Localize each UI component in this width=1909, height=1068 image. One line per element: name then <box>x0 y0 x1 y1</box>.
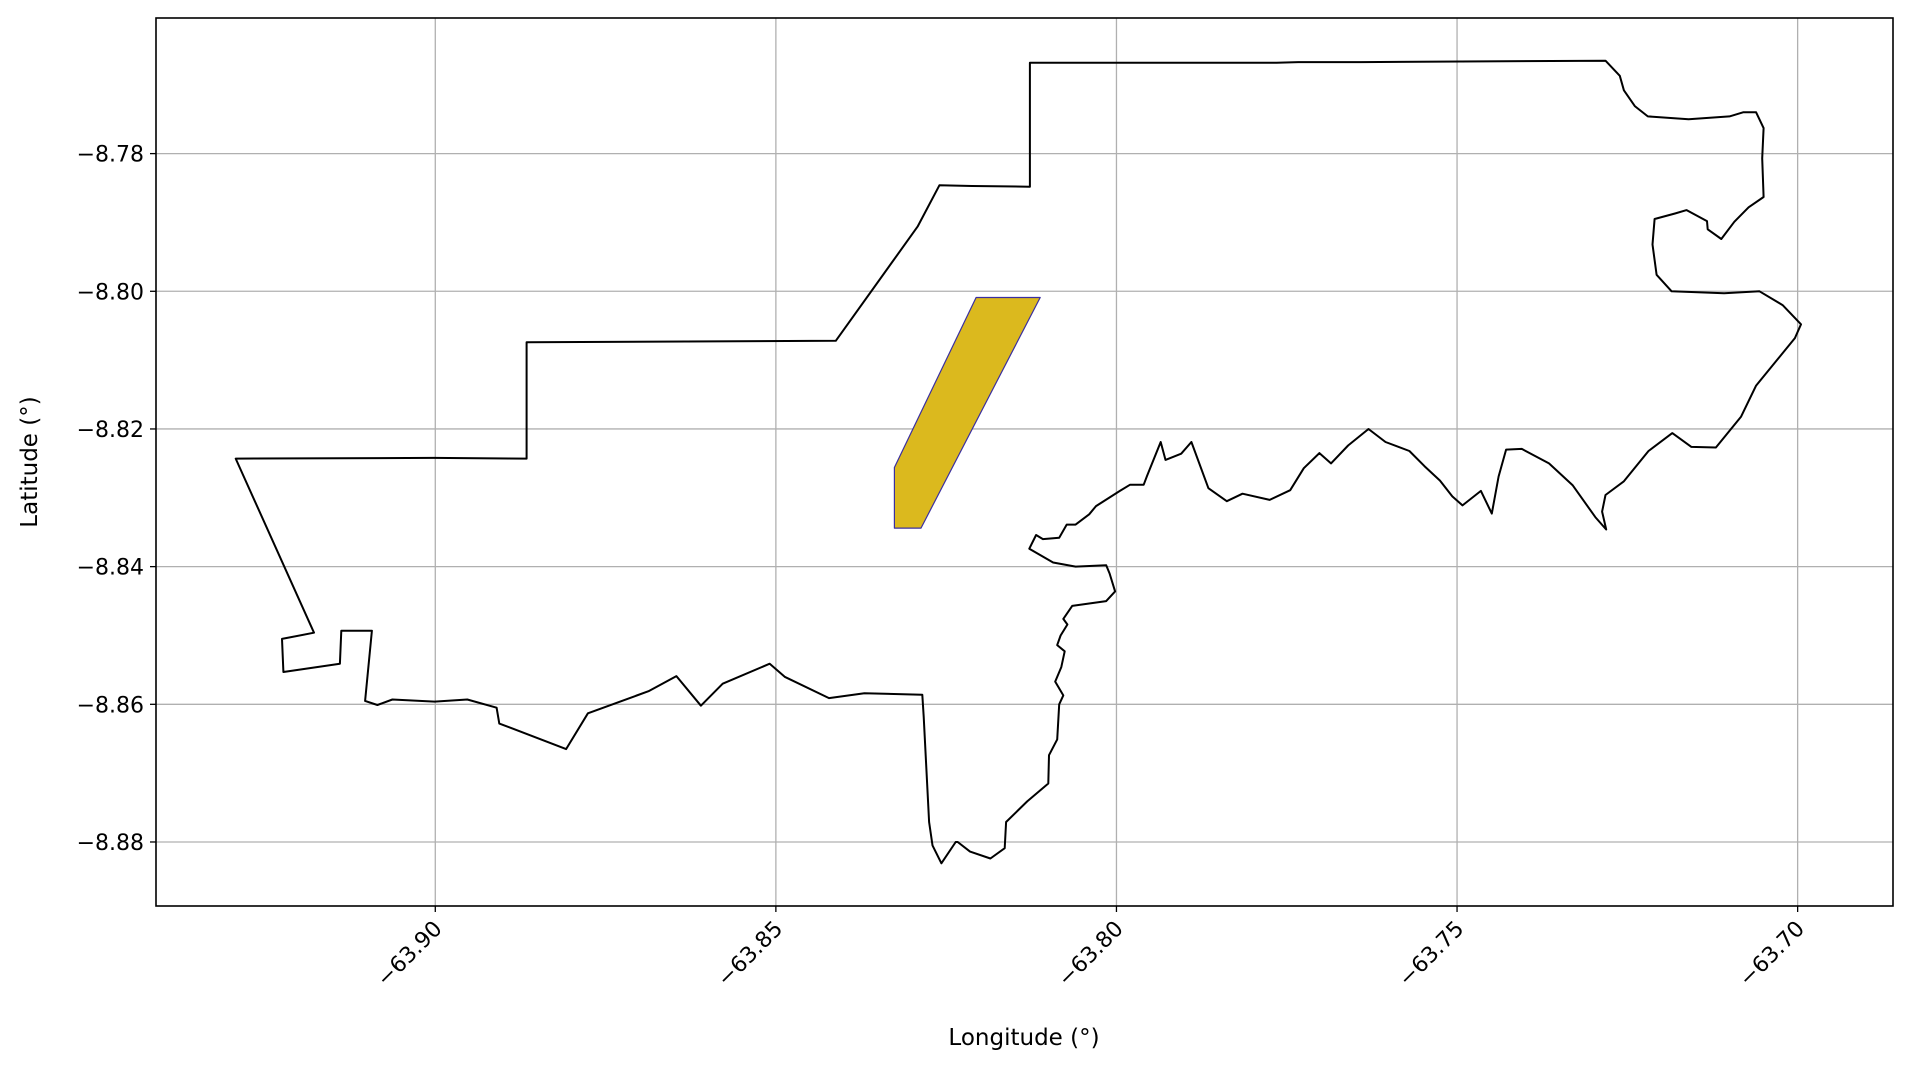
highlighted-area <box>893 296 1041 529</box>
y-tick-label: −8.78 <box>77 143 144 168</box>
highlight-layer <box>893 296 1041 529</box>
y-tick-label: −8.82 <box>77 418 144 443</box>
y-axis-label: Latitude (°) <box>17 396 43 527</box>
y-tick-label: −8.88 <box>77 831 144 856</box>
x-axis-label: Longitude (°) <box>948 1025 1099 1051</box>
grid-lines <box>156 18 1893 906</box>
y-axis-ticks: −8.78 −8.80 −8.82 −8.84 −8.86 −8.88 <box>77 143 156 856</box>
y-tick-label: −8.86 <box>77 693 144 718</box>
y-tick-label: −8.84 <box>77 556 144 581</box>
plot-frame <box>155 17 1894 907</box>
boundary-layer <box>234 59 1802 865</box>
municipality-boundary <box>234 59 1802 865</box>
y-tick-label: −8.80 <box>77 280 144 305</box>
